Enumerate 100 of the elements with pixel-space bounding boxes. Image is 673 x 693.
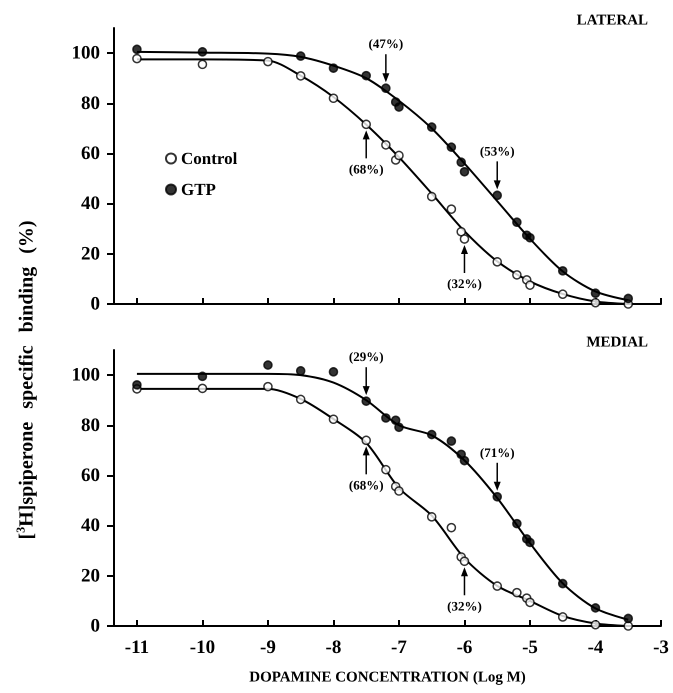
point bbox=[198, 384, 208, 394]
point bbox=[426, 430, 436, 440]
y-tick-label: 20 bbox=[81, 565, 100, 586]
point bbox=[590, 288, 600, 298]
y-tick-label: 0 bbox=[90, 294, 100, 314]
point bbox=[525, 233, 535, 243]
y-tick-label: 0 bbox=[90, 616, 100, 636]
point bbox=[492, 190, 502, 200]
point bbox=[492, 581, 502, 591]
point bbox=[460, 234, 470, 244]
point bbox=[361, 436, 371, 446]
legend-label: GTP bbox=[181, 180, 216, 199]
point bbox=[263, 360, 273, 370]
point bbox=[460, 167, 470, 177]
point bbox=[381, 413, 391, 423]
point bbox=[525, 598, 535, 608]
point bbox=[328, 63, 338, 73]
point bbox=[198, 60, 208, 70]
x-tick-label: -7 bbox=[391, 637, 408, 658]
y-tick-label: 20 bbox=[81, 243, 100, 264]
y-tick-label: 40 bbox=[81, 515, 100, 536]
point bbox=[328, 414, 338, 424]
annotation: (29%) bbox=[348, 349, 384, 364]
point bbox=[558, 289, 568, 299]
point bbox=[361, 396, 371, 406]
point bbox=[492, 257, 502, 267]
point bbox=[558, 612, 568, 622]
y-tick-label: 80 bbox=[81, 414, 100, 436]
y-tick-label: 40 bbox=[81, 193, 100, 214]
annotation: (68%) bbox=[348, 161, 384, 176]
point bbox=[198, 47, 208, 57]
point bbox=[446, 204, 456, 214]
point bbox=[132, 380, 142, 390]
point bbox=[361, 120, 371, 130]
point bbox=[512, 518, 522, 528]
point bbox=[590, 298, 600, 308]
point bbox=[525, 538, 535, 548]
point bbox=[394, 486, 404, 496]
annotation: (32%) bbox=[447, 598, 482, 614]
point bbox=[558, 266, 568, 276]
point bbox=[460, 556, 470, 566]
point bbox=[426, 122, 436, 132]
point bbox=[446, 436, 456, 446]
annotation: (47%) bbox=[368, 36, 404, 52]
x-tick-label: -10 bbox=[190, 637, 216, 658]
point bbox=[512, 270, 522, 280]
point bbox=[590, 620, 600, 630]
annotation: (32%) bbox=[447, 276, 482, 292]
point bbox=[512, 217, 522, 227]
point bbox=[460, 456, 470, 466]
point bbox=[624, 621, 633, 631]
point bbox=[426, 192, 436, 202]
y-tick-label: 100 bbox=[72, 42, 100, 64]
point bbox=[381, 83, 391, 93]
point bbox=[624, 614, 633, 624]
point bbox=[296, 394, 306, 404]
y-tick-label: 60 bbox=[81, 464, 100, 486]
point bbox=[263, 382, 273, 392]
y-tick-label: 60 bbox=[81, 142, 100, 164]
point bbox=[381, 464, 391, 474]
x-axis-title: DOPAMINE CONCENTRATION (Log M) bbox=[249, 670, 526, 686]
x-tick-label: -3 bbox=[653, 637, 669, 658]
point bbox=[394, 102, 404, 112]
point bbox=[624, 294, 633, 304]
point bbox=[390, 416, 400, 425]
y-tick-label: 80 bbox=[81, 92, 100, 114]
point bbox=[361, 70, 371, 80]
x-tick-label: -9 bbox=[260, 637, 276, 658]
annotation: (71%) bbox=[480, 444, 515, 460]
point bbox=[328, 94, 338, 103]
y-tick-label: 100 bbox=[72, 364, 100, 386]
point bbox=[492, 492, 502, 502]
x-tick-label: -11 bbox=[124, 637, 150, 658]
chart-title: LATERAL bbox=[576, 12, 648, 28]
annotation: (53%) bbox=[480, 143, 515, 158]
point bbox=[512, 588, 522, 598]
point bbox=[296, 366, 306, 376]
point bbox=[456, 157, 466, 167]
point bbox=[446, 522, 456, 532]
legend-label: Control bbox=[181, 149, 238, 168]
annotation: (68%) bbox=[348, 477, 384, 492]
point bbox=[328, 367, 338, 377]
point bbox=[558, 578, 568, 588]
point bbox=[394, 150, 404, 160]
point bbox=[296, 71, 306, 81]
point bbox=[381, 140, 391, 150]
point bbox=[132, 44, 142, 54]
x-tick-label: -5 bbox=[522, 637, 538, 658]
point bbox=[296, 51, 306, 61]
point bbox=[394, 422, 404, 432]
point bbox=[132, 54, 142, 64]
point bbox=[456, 226, 466, 236]
x-tick-label: -8 bbox=[326, 637, 342, 658]
point bbox=[426, 512, 436, 522]
point bbox=[198, 372, 208, 382]
x-tick-label: -4 bbox=[588, 637, 604, 658]
x-tick-label: -6 bbox=[456, 637, 472, 658]
chart-title: MEDIAL bbox=[586, 334, 648, 350]
point bbox=[446, 142, 456, 152]
point bbox=[525, 280, 535, 290]
